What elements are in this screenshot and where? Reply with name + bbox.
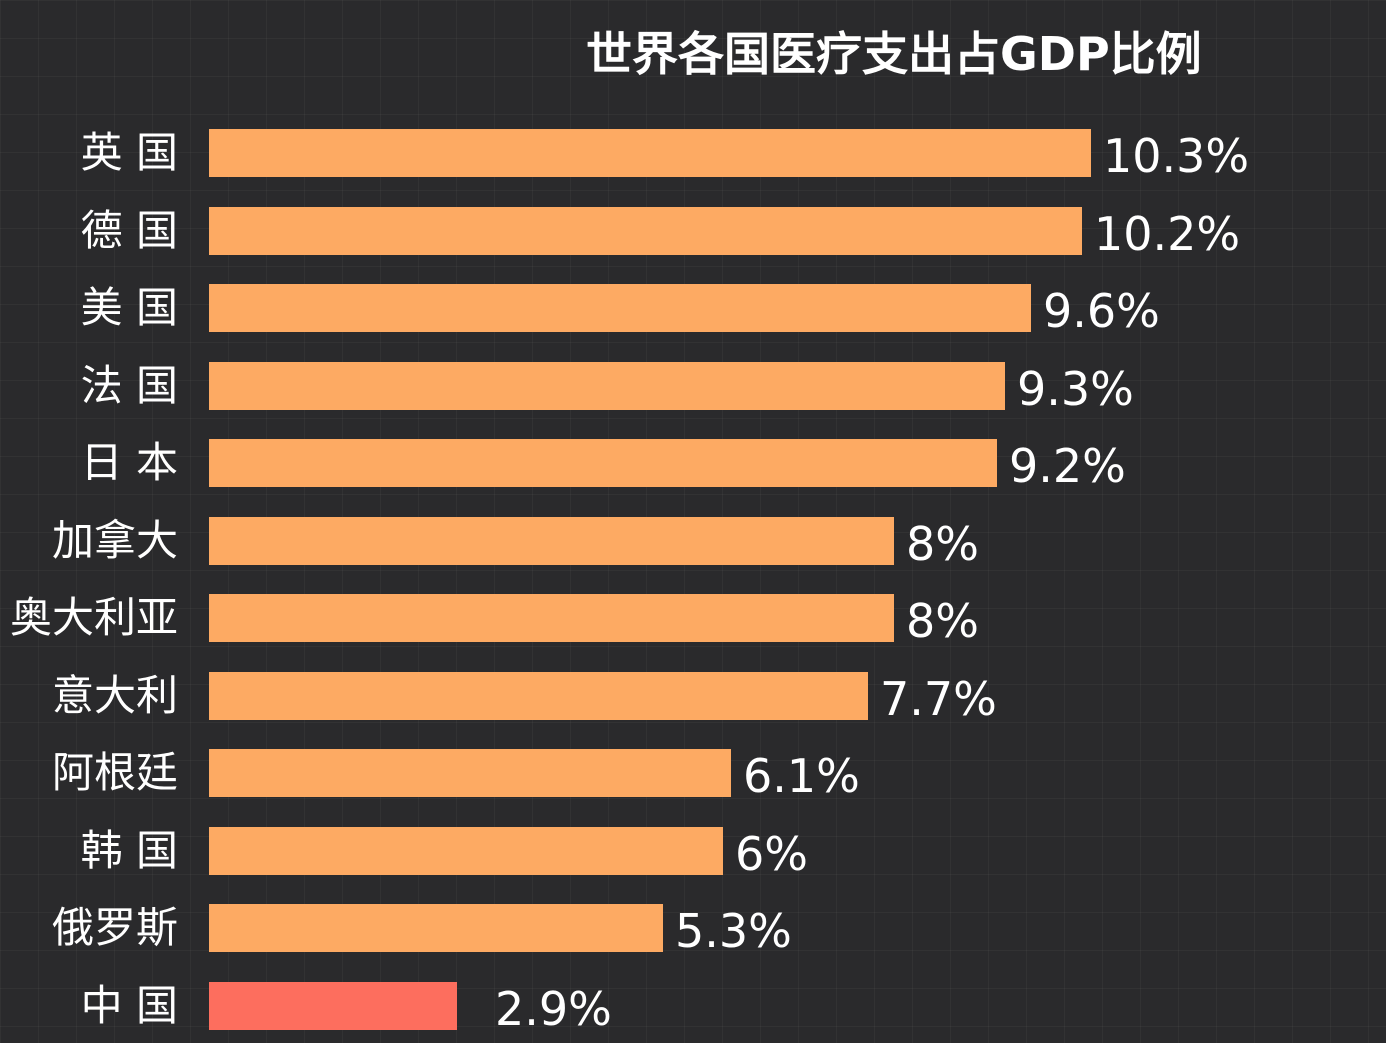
bar [209, 982, 457, 1030]
category-label: 奥大利亚 [9, 593, 178, 642]
value-label: 7.7% [880, 672, 997, 726]
bar [209, 672, 868, 720]
bar [209, 439, 997, 487]
bar [209, 904, 663, 952]
value-label: 9.3% [1017, 362, 1134, 416]
value-label: 9.2% [1009, 439, 1126, 493]
bar [209, 207, 1082, 255]
bar [209, 517, 894, 565]
value-label: 8% [906, 517, 979, 571]
category-label: 德 国 [80, 206, 178, 255]
value-label: 5.3% [675, 904, 792, 958]
bar [209, 362, 1005, 410]
bar [209, 594, 894, 642]
value-label: 10.3% [1103, 129, 1250, 183]
bar [209, 827, 723, 875]
category-label: 韩 国 [80, 826, 178, 875]
category-label: 中 国 [80, 981, 178, 1030]
value-label: 6% [735, 827, 808, 881]
category-label: 俄罗斯 [51, 903, 178, 952]
value-label: 10.2% [1094, 207, 1241, 261]
category-label: 日 本 [80, 438, 178, 487]
category-label: 美 国 [80, 283, 178, 332]
value-label: 6.1% [743, 749, 860, 803]
bar [209, 749, 731, 797]
bar [209, 284, 1031, 332]
value-label: 2.9% [495, 982, 612, 1036]
category-label: 意大利 [51, 671, 178, 720]
category-label: 英 国 [80, 128, 178, 177]
bar [209, 129, 1091, 177]
value-label: 8% [906, 594, 979, 648]
category-label: 加拿大 [51, 516, 178, 565]
chart-title: 世界各国医疗支出占GDP比例 [586, 27, 1202, 81]
value-label: 9.6% [1043, 284, 1160, 338]
category-label: 阿根廷 [51, 748, 178, 797]
category-label: 法 国 [80, 361, 178, 410]
